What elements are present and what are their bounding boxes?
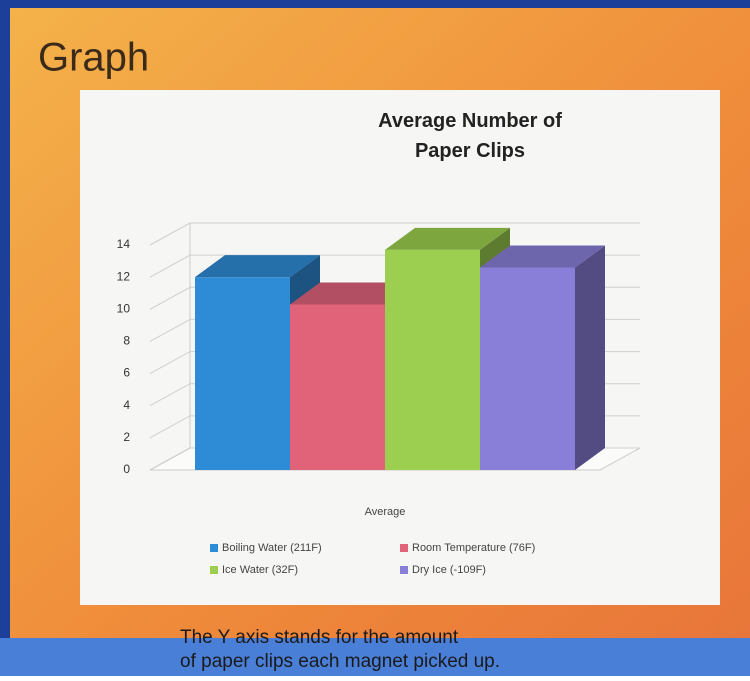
legend-swatch — [210, 566, 218, 574]
slide-title: Graph — [38, 36, 149, 80]
legend-label: Ice Water (32F) — [222, 564, 298, 576]
bar-top — [290, 282, 415, 305]
legend-label: Boiling Water (211F) — [222, 542, 322, 554]
grid-line — [149, 222, 640, 246]
y-tick-label: 14 — [117, 237, 131, 251]
y-tick-label: 2 — [123, 430, 130, 444]
chart-title: Average Number of Paper Clips — [378, 110, 562, 162]
legend-swatch — [210, 544, 218, 552]
x-tick-label: Average — [365, 506, 406, 518]
bar — [480, 267, 575, 470]
legend-label: Room Temperature (76F) — [412, 542, 535, 554]
bar — [195, 277, 290, 470]
y-tick-label: 0 — [123, 462, 130, 476]
legend-swatch — [400, 544, 408, 552]
bar-top — [480, 245, 605, 268]
y-tick-label: 4 — [123, 398, 130, 412]
y-tick-label: 10 — [117, 301, 131, 315]
bar-top — [195, 255, 320, 278]
bar — [290, 304, 385, 470]
bar-top — [385, 227, 510, 250]
y-tick-label: 12 — [117, 269, 131, 283]
y-tick-label: 8 — [123, 334, 130, 348]
y-tick-label: 6 — [123, 366, 130, 380]
bar — [385, 249, 480, 470]
legend-label: Dry Ice (-109F) — [412, 564, 486, 576]
legend-swatch — [400, 566, 408, 574]
caption: The Y axis stands for the amount of paper… — [180, 627, 500, 672]
bottom-band — [0, 638, 750, 676]
bar-side — [575, 245, 605, 470]
